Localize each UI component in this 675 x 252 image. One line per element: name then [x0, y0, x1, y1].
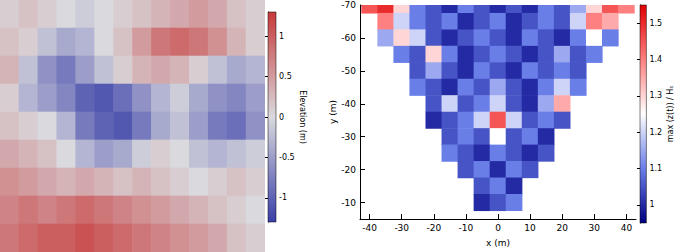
svg-text:-20: -20: [426, 223, 441, 233]
svg-text:-10: -10: [459, 223, 474, 233]
svg-text:40: 40: [621, 223, 633, 233]
svg-text:-40: -40: [362, 223, 377, 233]
svg-text:20: 20: [556, 223, 568, 233]
svg-text:-10: -10: [341, 198, 356, 208]
svg-text:1.3: 1.3: [649, 91, 662, 100]
svg-text:1.1: 1.1: [649, 164, 662, 173]
svg-text:1.5: 1.5: [649, 19, 662, 28]
svg-text:x (m): x (m): [486, 238, 510, 248]
svg-text:y (m): y (m): [328, 100, 338, 124]
svg-text:10: 10: [524, 223, 536, 233]
svg-text:-1: -1: [279, 193, 287, 202]
svg-text:1.4: 1.4: [649, 55, 662, 64]
svg-text:1: 1: [279, 32, 284, 41]
svg-text:1.2: 1.2: [649, 128, 662, 137]
svg-text:-50: -50: [341, 66, 356, 76]
svg-text:-20: -20: [341, 165, 356, 175]
svg-text:-0.5: -0.5: [279, 153, 295, 162]
svg-text:0: 0: [279, 113, 284, 122]
svg-text:1: 1: [649, 200, 654, 209]
svg-text:max (z(t)) / Hₛ: max (z(t)) / Hₛ: [666, 86, 675, 143]
svg-text:-30: -30: [341, 132, 356, 142]
svg-text:0: 0: [495, 223, 501, 233]
svg-text:-30: -30: [394, 223, 409, 233]
svg-text:0.5: 0.5: [279, 72, 292, 81]
svg-text:30: 30: [589, 223, 601, 233]
svg-text:Elevation (m): Elevation (m): [298, 90, 307, 144]
svg-text:-60: -60: [341, 33, 356, 43]
svg-text:-70: -70: [341, 0, 356, 10]
svg-text:-40: -40: [341, 99, 356, 109]
